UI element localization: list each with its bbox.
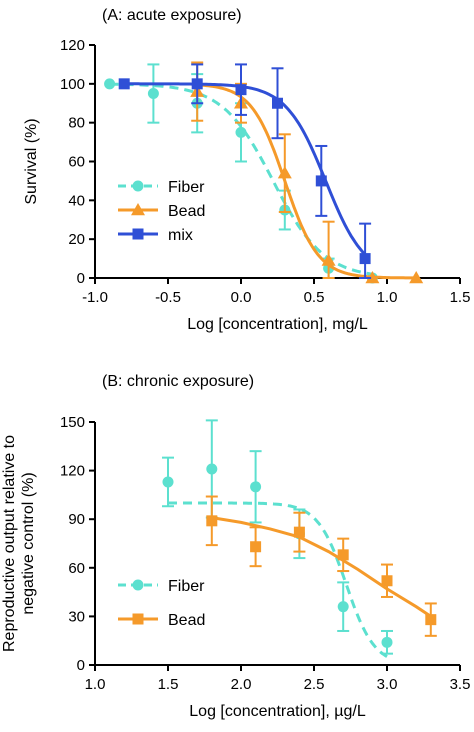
- legend-label: Fiber: [168, 179, 205, 196]
- data-point-bead: [250, 541, 262, 553]
- data-point-fiber: [381, 636, 393, 648]
- y-tick-label: 20: [68, 231, 85, 248]
- x-tick-label: -0.5: [155, 289, 181, 306]
- legend-entry-fiber: Fiber: [118, 179, 205, 196]
- fit-curve-fiber: [168, 501, 388, 658]
- x-tick-label: 1.5: [450, 289, 471, 306]
- data-point-fiber: [250, 481, 262, 493]
- legend-entry-bead: Bead: [118, 612, 205, 629]
- y-tick-label: 60: [68, 560, 85, 577]
- legend-label: Bead: [168, 203, 205, 220]
- legend-label: Bead: [168, 612, 205, 629]
- y-tick-label: 0: [77, 657, 85, 674]
- legend-marker: [132, 180, 144, 192]
- panel-b-chronic-exposure: (B: chronic exposure) 1.0 1.5 2.0 2.5 3.0 3.5 0…: [1, 373, 470, 720]
- data-point-bead: [206, 515, 218, 527]
- x-tick-label: 0.5: [304, 289, 325, 306]
- x-tick-label: 1.0: [85, 676, 106, 693]
- x-tick-label: 1.0: [377, 289, 398, 306]
- data-point-mix: [118, 78, 130, 90]
- legend-entry-bead: Bead: [118, 203, 205, 220]
- legend-label: Fiber: [168, 578, 205, 595]
- x-tick-label: -1.0: [82, 289, 108, 306]
- fit-curve-bead: [197, 83, 417, 280]
- data-point-bead: [365, 271, 380, 284]
- x-tick-label: 3.5: [450, 676, 471, 693]
- y-axis-label: Reproductive output relative to: [1, 435, 18, 652]
- y-tick-label: 90: [68, 511, 85, 528]
- y-tick-label: 150: [60, 414, 85, 431]
- data-point-fiber: [235, 126, 247, 138]
- data-point-fiber: [147, 88, 159, 100]
- fit-curve-bead: [211, 516, 432, 618]
- data-point-bead: [409, 271, 424, 284]
- y-tick-label: 30: [68, 608, 85, 625]
- y-tick-label: 60: [68, 154, 85, 171]
- data-point-mix: [191, 78, 203, 90]
- y-axis-label: negative control (%): [20, 472, 37, 614]
- data-point-bead: [293, 526, 305, 538]
- data-point-fiber: [337, 601, 349, 613]
- data-point-bead: [337, 549, 349, 561]
- x-axis-label: Log [concentration], mg/L: [187, 316, 368, 333]
- x-tick-label: 1.5: [158, 676, 179, 693]
- series-mix: [118, 63, 372, 279]
- y-tick-label: 40: [68, 192, 85, 209]
- x-tick-label: 0.0: [231, 289, 252, 306]
- x-tick-label: 2.0: [231, 676, 252, 693]
- y-tick-label: 120: [60, 463, 85, 480]
- data-point-fiber: [162, 476, 174, 488]
- y-tick-label: 80: [68, 115, 85, 132]
- series-bead: [205, 495, 437, 637]
- series-bead: [190, 61, 424, 284]
- data-point-mix: [315, 175, 327, 187]
- panel-title: (A: acute exposure): [102, 7, 242, 24]
- data-point-bead: [381, 575, 393, 587]
- y-tick-label: 120: [60, 37, 85, 54]
- x-tick-label: 3.0: [377, 676, 398, 693]
- panel-title: (B: chronic exposure): [102, 373, 254, 390]
- data-point-bead: [277, 166, 292, 179]
- data-point-bead: [425, 614, 437, 626]
- x-axis-label: Log [concentration], µg/L: [189, 703, 366, 720]
- data-point-mix: [235, 84, 247, 96]
- legend-marker: [132, 613, 144, 625]
- legend-entry-fiber: Fiber: [118, 578, 205, 595]
- legend-marker: [132, 579, 144, 591]
- data-point-mix: [359, 253, 371, 265]
- legend-marker: [132, 228, 144, 240]
- panel-a-acute-exposure: (A: acute exposure) -1.0 -0.5 0.0 0.5 1.0 1.5 0…: [23, 7, 470, 333]
- data-point-bead: [321, 253, 336, 266]
- legend-entry-mix: mix: [118, 227, 193, 244]
- data-point-mix: [272, 97, 283, 109]
- x-tick-label: 2.5: [304, 676, 325, 693]
- y-tick-label: 0: [77, 270, 85, 287]
- y-axis-label: Survival (%): [23, 118, 40, 204]
- data-point-fiber: [206, 463, 218, 475]
- legend-marker: [131, 203, 145, 216]
- y-tick-label: 100: [60, 76, 85, 93]
- legend-label: mix: [168, 227, 193, 244]
- data-point-fiber: [104, 78, 116, 90]
